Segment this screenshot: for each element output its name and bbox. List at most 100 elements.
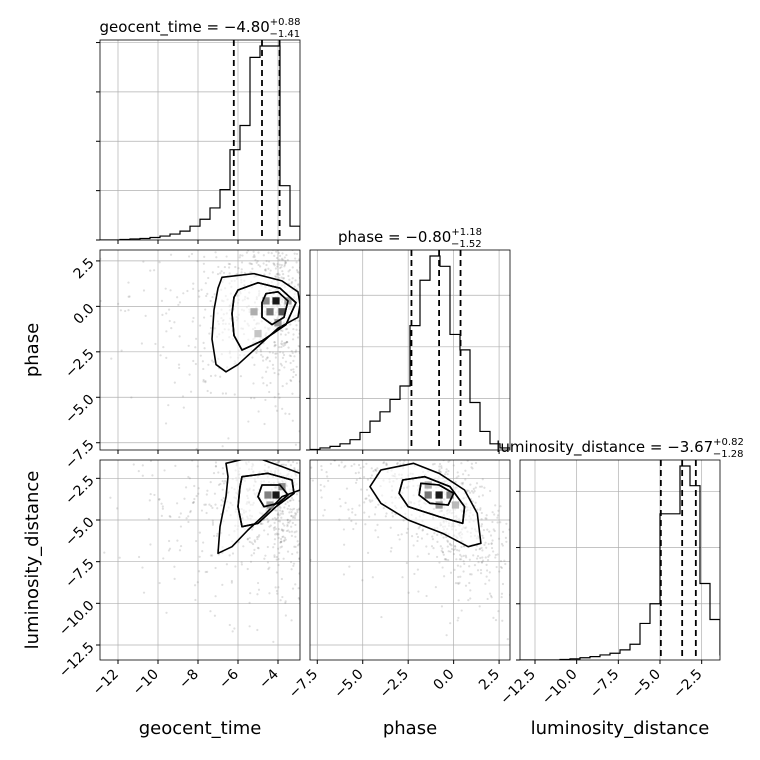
scatter-point	[311, 271, 313, 273]
scatter-point	[296, 551, 299, 554]
scatter-point	[276, 533, 279, 536]
scatter-point	[216, 242, 218, 244]
scatter-point	[354, 481, 358, 484]
scatter-point	[284, 463, 288, 467]
scatter-point	[325, 326, 327, 328]
scatter-point	[289, 560, 293, 564]
scatter-point	[165, 356, 168, 359]
scatter-point	[281, 535, 284, 539]
scatter-point	[278, 520, 282, 523]
scatter-point	[275, 275, 278, 278]
scatter-point	[470, 466, 473, 469]
scatter-point	[290, 510, 293, 514]
scatter-point	[382, 461, 385, 465]
scatter-point	[256, 348, 259, 352]
scatter-point	[355, 478, 358, 482]
scatter-point	[521, 589, 523, 591]
scatter-point	[141, 464, 144, 467]
scatter-point	[295, 324, 298, 327]
scatter-point	[322, 537, 324, 539]
scatter-point	[412, 431, 414, 433]
scatter-point	[439, 455, 441, 457]
scatter-point	[219, 444, 221, 446]
scatter-point	[200, 509, 204, 512]
scatter-point	[301, 329, 303, 331]
scatter-point	[188, 373, 191, 376]
scatter-point	[471, 500, 474, 503]
scatter-point	[221, 467, 224, 470]
scatter-point	[353, 427, 355, 429]
scatter-point	[330, 301, 332, 303]
scatter-point	[268, 457, 270, 459]
scatter-point	[273, 516, 276, 520]
scatter-point	[467, 599, 470, 602]
scatter-point	[284, 341, 287, 345]
scatter-point	[281, 522, 285, 525]
scatter-point	[278, 258, 281, 261]
scatter-point	[292, 375, 295, 379]
scatter-point	[158, 498, 161, 501]
scatter-point	[307, 519, 309, 521]
scatter-point	[278, 396, 281, 399]
scatter-point	[336, 473, 338, 475]
scatter-point	[368, 499, 371, 502]
scatter-point	[305, 161, 307, 163]
scatter-point	[149, 269, 152, 272]
scatter-point	[219, 482, 222, 486]
scatter-point	[300, 331, 302, 333]
scatter-point	[478, 605, 481, 608]
hist-step-phase	[310, 255, 510, 450]
scatter-point	[342, 573, 346, 576]
scatter-point	[207, 276, 210, 280]
scatter-point	[275, 532, 278, 535]
scatter-point	[383, 390, 385, 392]
scatter-point	[284, 259, 287, 263]
scatter-point	[324, 331, 326, 333]
scatter-point	[222, 457, 224, 459]
scatter-point	[425, 545, 428, 548]
scatter-point	[280, 540, 283, 543]
scatter-point	[326, 408, 328, 410]
scatter-point	[459, 558, 463, 561]
scatter-point	[275, 453, 277, 455]
scatter-point	[493, 529, 496, 533]
scatter-point	[291, 508, 294, 511]
scatter-point	[64, 472, 66, 474]
scatter-point	[283, 539, 286, 542]
scatter-point	[340, 373, 342, 375]
scatter-point	[282, 277, 286, 280]
scatter-point	[363, 501, 366, 504]
scatter-point	[282, 273, 285, 276]
scatter-point	[274, 267, 278, 270]
scatter-point	[397, 533, 400, 537]
scatter-point	[501, 619, 504, 622]
scatter-point	[295, 462, 299, 465]
scatter-point	[196, 259, 199, 263]
scatter-point	[248, 262, 251, 265]
scatter-point	[205, 294, 208, 298]
scatter-point	[518, 559, 520, 561]
scatter-point	[346, 388, 348, 390]
scatter-point	[448, 542, 451, 545]
scatter-point	[273, 396, 276, 399]
scatter-point	[256, 535, 259, 539]
scatter-point	[209, 481, 212, 484]
scatter-point	[153, 431, 155, 433]
scatter-point	[305, 499, 307, 501]
scatter-point	[223, 265, 226, 269]
scatter-point	[311, 436, 313, 438]
scatter-point	[281, 440, 283, 442]
scatter-point	[493, 513, 496, 516]
panel-frame	[309, 459, 511, 661]
scatter-point	[195, 455, 197, 457]
scatter-point	[484, 556, 487, 559]
scatter-point	[291, 338, 295, 341]
scatter-point	[289, 420, 291, 422]
scatter-point	[290, 438, 292, 440]
scatter-point	[297, 283, 300, 287]
scatter-point	[266, 533, 270, 536]
scatter-point	[440, 466, 443, 470]
scatter-point	[294, 319, 297, 322]
scatter-point	[231, 431, 233, 433]
scatter-point	[291, 587, 295, 590]
